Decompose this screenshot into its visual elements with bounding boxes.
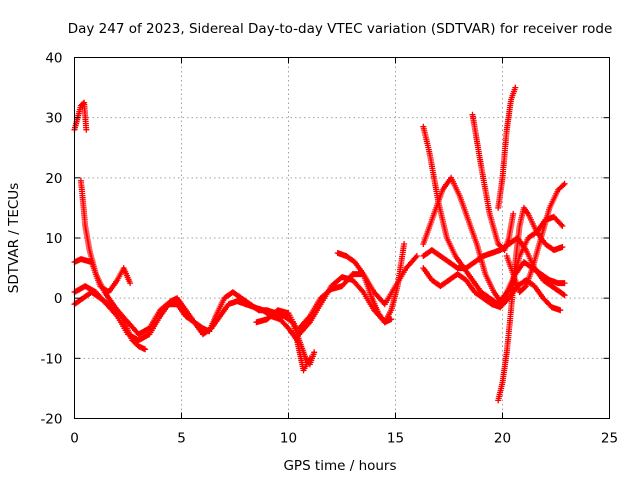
series-arc15 (495, 84, 519, 211)
plus-markers (469, 111, 517, 253)
x-axis-label: GPS time / hours (283, 458, 396, 474)
y-tick-label: 20 (45, 171, 62, 187)
y-tick-label: 0 (54, 291, 63, 307)
x-tick-label: 10 (280, 431, 297, 447)
x-tick-label: 0 (70, 431, 79, 447)
series-arc10 (420, 174, 566, 308)
plus-markers (495, 204, 566, 404)
plus-markers (503, 180, 568, 296)
series-arc8 (334, 241, 408, 326)
x-tick-label: 15 (387, 431, 404, 447)
series-arc13 (469, 111, 517, 253)
chart-title: Day 247 of 2023, Sidereal Day-to-day VTE… (68, 21, 613, 37)
data-series (71, 84, 568, 404)
series-arc14 (495, 204, 566, 404)
y-tick-label: 40 (45, 51, 62, 67)
series-arc2 (77, 177, 149, 353)
x-tick-label: 20 (494, 431, 511, 447)
series-arc16 (503, 180, 568, 296)
plus-markers (420, 174, 566, 308)
y-tick-label: -10 (40, 351, 62, 367)
y-tick-label: -20 (40, 412, 62, 428)
y-tick-label: 30 (45, 111, 62, 127)
x-tick-label: 5 (177, 431, 186, 447)
plus-markers (495, 84, 519, 211)
plus-markers (334, 241, 408, 326)
y-tick-label: 10 (45, 231, 62, 247)
plus-markers (77, 177, 149, 353)
y-axis-label: SDTVAR / TECUs (6, 183, 22, 293)
axis-ticks: 0 5 10 15 20 25 -20 -10 0 10 20 30 40 (40, 51, 618, 447)
x-tick-label: 25 (601, 431, 618, 447)
